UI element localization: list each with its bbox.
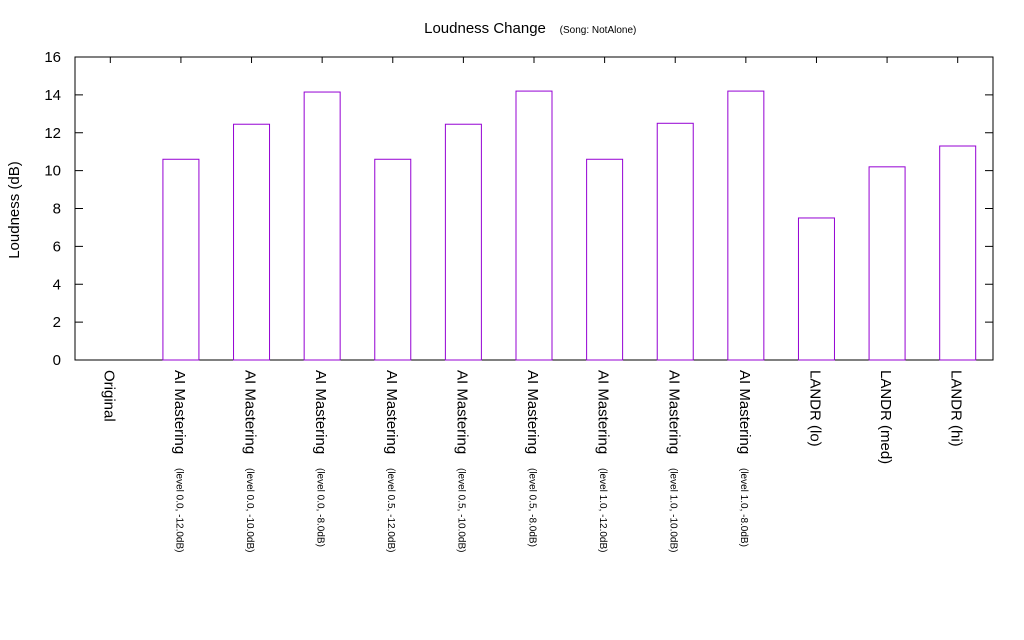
x-tick-label: LANDR (hi) bbox=[948, 370, 965, 447]
x-tick-sublabel: (level 0.0, -8.0dB) bbox=[315, 468, 326, 547]
x-tick-sublabel: (level 0.5, -12.0dB) bbox=[385, 468, 396, 553]
x-tick-label-group: AI Mastering (level 0.0, -10.0dB) bbox=[242, 370, 259, 553]
x-tick-label: AI Mastering bbox=[242, 370, 259, 454]
x-tick-label: LANDR (med) bbox=[877, 370, 894, 464]
bar bbox=[444, 123, 482, 361]
x-tick-label: AI Mastering bbox=[312, 370, 329, 454]
x-tick-sublabel: (level 0.5, -8.0dB) bbox=[526, 468, 537, 547]
x-tick-label-group: AI Mastering (level 1.0, -12.0dB) bbox=[595, 370, 612, 553]
bar bbox=[233, 123, 271, 361]
x-tick-label: AI Mastering bbox=[453, 370, 470, 454]
y-tick-label: 0 bbox=[53, 352, 61, 369]
x-tick-label-group: LANDR (hi) bbox=[948, 370, 965, 447]
x-tick-sublabel: (level 0.5, -10.0dB) bbox=[456, 468, 467, 553]
y-axis-label: Loudness (dB) bbox=[6, 161, 23, 259]
y-tick-label: 2 bbox=[53, 314, 61, 331]
bar bbox=[162, 158, 200, 361]
x-tick-sublabel: (level 1.0, -10.0dB) bbox=[668, 468, 679, 553]
x-tick-label-group: AI Mastering (level 0.0, -12.0dB) bbox=[171, 370, 188, 553]
x-tick-label-group: AI Mastering (level 1.0, -10.0dB) bbox=[665, 370, 682, 553]
y-tick-label: 4 bbox=[53, 276, 61, 293]
x-tick-sublabel: (level 1.0, -12.0dB) bbox=[597, 468, 608, 553]
x-tick-label-group: AI Mastering (level 1.0, -8.0dB) bbox=[736, 370, 753, 547]
chart-title: Loudness Change bbox=[424, 20, 546, 37]
bar bbox=[374, 158, 412, 361]
x-tick-label: AI Mastering bbox=[665, 370, 682, 454]
y-tick-label: 12 bbox=[44, 125, 61, 142]
y-axis-ticks: 0 2 4 6 8 10 12 14 16 bbox=[44, 49, 993, 369]
bars-group bbox=[109, 57, 977, 361]
x-tick-label: AI Mastering bbox=[383, 370, 400, 454]
bar bbox=[797, 217, 835, 361]
bar bbox=[868, 166, 906, 361]
chart-subtitle: (Song: NotAlone) bbox=[560, 25, 637, 36]
x-tick-label-group: AI Mastering (level 0.5, -12.0dB) bbox=[383, 370, 400, 553]
y-tick-label: 6 bbox=[53, 238, 61, 255]
x-tick-sublabel: (level 1.0, -8.0dB) bbox=[738, 468, 749, 547]
x-tick-label: AI Mastering bbox=[736, 370, 753, 454]
x-tick-label-group: LANDR (med) bbox=[877, 370, 894, 464]
x-tick-label: LANDR (lo) bbox=[806, 370, 823, 447]
x-tick-sublabel: (level 0.0, -10.0dB) bbox=[244, 468, 255, 553]
y-tick-label: 14 bbox=[44, 87, 61, 104]
x-tick-sublabel: (level 0.0, -12.0dB) bbox=[173, 468, 184, 553]
x-tick-label-group: AI Mastering (level 0.5, -10.0dB) bbox=[453, 370, 470, 553]
x-axis-labels: Original AI Mastering (level 0.0, -12.0dB)… bbox=[100, 370, 964, 553]
x-tick-label: Original bbox=[100, 370, 117, 422]
x-tick-label: AI Mastering bbox=[524, 370, 541, 454]
x-tick-label-group: AI Mastering (level 0.5, -8.0dB) bbox=[524, 370, 541, 547]
y-tick-label: 8 bbox=[53, 201, 61, 218]
x-tick-label-group: LANDR (lo) bbox=[806, 370, 823, 447]
x-tick-label: AI Mastering bbox=[171, 370, 188, 454]
bar bbox=[586, 158, 624, 361]
bar bbox=[656, 122, 694, 361]
x-tick-label: AI Mastering bbox=[595, 370, 612, 454]
plot-frame bbox=[74, 56, 994, 361]
bar bbox=[303, 91, 341, 361]
x-tick-label-group: AI Mastering (level 0.0, -8.0dB) bbox=[312, 370, 329, 547]
y-tick-label: 16 bbox=[44, 49, 61, 66]
bar bbox=[515, 90, 553, 361]
y-tick-label: 10 bbox=[44, 163, 61, 180]
x-tick-label-group: Original bbox=[100, 370, 117, 422]
bar bbox=[727, 90, 765, 361]
bar bbox=[939, 145, 977, 361]
